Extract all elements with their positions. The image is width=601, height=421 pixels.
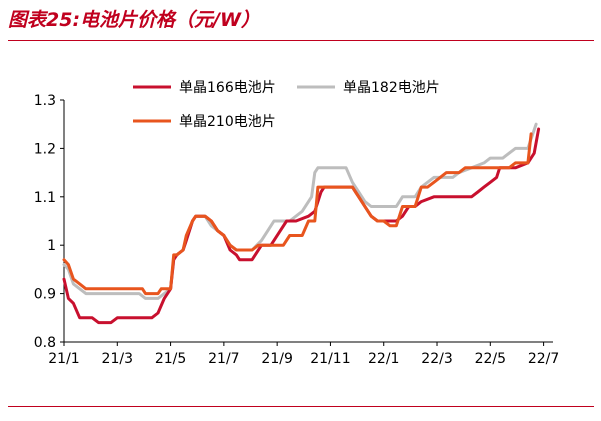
series-line-3 xyxy=(62,132,533,296)
footer-rule xyxy=(8,406,594,407)
chart-axes: 0.8 0.9 1 1.1 1.2 1.3 21/1 21/3 21/5 21/7 21/9 21/1… xyxy=(34,93,560,367)
y-tick-label: 1.1 xyxy=(34,190,56,206)
y-tick-label: 1 xyxy=(47,238,56,254)
x-tick-label: 22/3 xyxy=(421,351,452,367)
y-tick-label: 1.3 xyxy=(34,93,56,109)
x-tick-label: 21/3 xyxy=(102,351,133,367)
legend-label: 单晶166电池片 xyxy=(179,80,276,96)
x-tick-label: 21/5 xyxy=(155,351,186,367)
x-tick-label: 21/11 xyxy=(310,351,350,367)
title-underline xyxy=(8,40,594,41)
legend-label: 单晶182电池片 xyxy=(343,80,440,96)
y-tick-label: 1.2 xyxy=(34,141,56,157)
page-title: 图表25:电池片价格（元/W） xyxy=(8,9,260,31)
x-tick-label: 21/7 xyxy=(208,351,239,367)
x-tick-label: 21/1 xyxy=(48,351,79,367)
y-tick-label: 0.8 xyxy=(34,335,56,351)
series-line-1 xyxy=(62,127,541,325)
legend-label: 单晶210电池片 xyxy=(179,114,276,130)
x-tick-label: 22/7 xyxy=(528,351,559,367)
chart-series xyxy=(62,122,541,325)
x-tick-label: 22/5 xyxy=(475,351,506,367)
x-tick-label: 22/1 xyxy=(368,351,399,367)
y-tick-label: 0.9 xyxy=(34,287,56,303)
series-line-2 xyxy=(62,122,538,300)
x-tick-label: 21/9 xyxy=(261,351,292,367)
